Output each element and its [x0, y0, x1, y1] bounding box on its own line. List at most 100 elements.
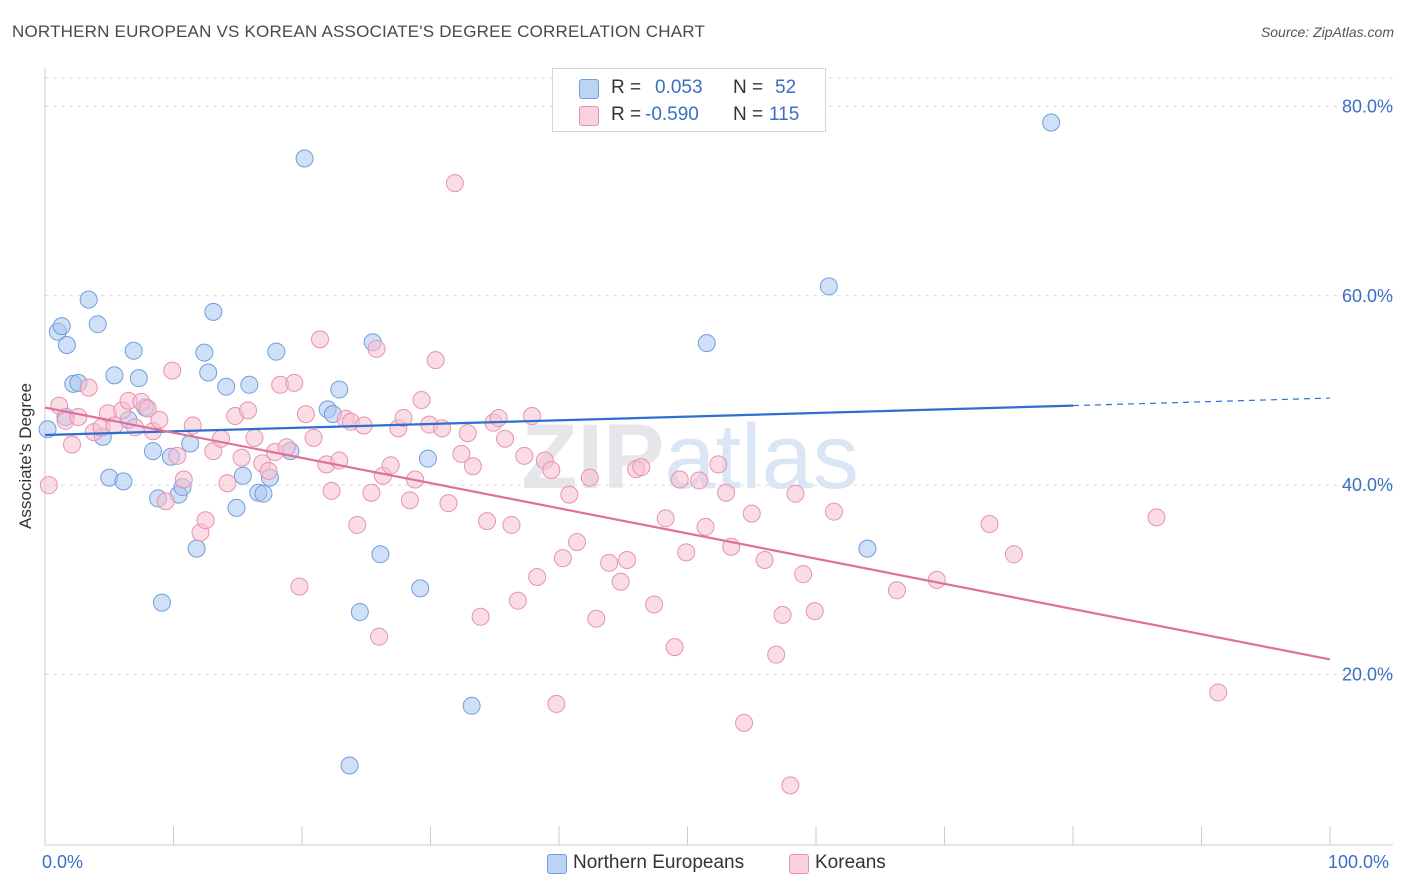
point-northern-europeans: [240, 375, 259, 394]
point-koreans: [400, 491, 419, 510]
trend-line-northern-europeans: [44, 404, 1074, 437]
point-koreans: [709, 455, 728, 474]
point-northern-europeans: [340, 756, 359, 775]
y-tick-label: 80.0%: [1342, 96, 1393, 116]
point-northern-europeans: [143, 442, 162, 461]
correlation-legend: R = 0.053 N = 52 R = -0.590 N = 115: [552, 68, 826, 132]
watermark-atlas: atlas: [664, 406, 858, 508]
point-northern-europeans: [88, 315, 107, 334]
bottom-legend-label: Northern Europeans: [573, 852, 745, 873]
point-northern-europeans: [267, 342, 286, 361]
point-koreans: [690, 471, 709, 490]
point-koreans: [218, 474, 237, 493]
point-koreans: [39, 476, 58, 495]
point-northern-europeans: [411, 579, 430, 598]
point-koreans: [496, 429, 515, 448]
chart-title: NORTHERN EUROPEAN VS KOREAN ASSOCIATE'S …: [12, 22, 706, 41]
y-tick-label: 40.0%: [1342, 475, 1393, 495]
point-koreans: [567, 532, 586, 551]
point-koreans: [508, 591, 527, 610]
point-koreans: [156, 492, 175, 511]
point-koreans: [458, 424, 477, 443]
legend-n-label: N =: [733, 104, 764, 125]
point-koreans: [79, 378, 98, 397]
point-northern-europeans: [52, 317, 71, 336]
point-koreans: [755, 550, 774, 569]
bottom-legend-label: Koreans: [815, 852, 886, 873]
point-koreans: [412, 390, 431, 409]
y-tick-labels: 20.0% 40.0% 60.0% 80.0%: [1342, 96, 1393, 684]
point-northern-europeans: [217, 377, 236, 396]
point-koreans: [232, 448, 251, 467]
point-koreans: [1147, 508, 1166, 527]
point-koreans: [362, 483, 381, 502]
legend-n-value: 115: [769, 104, 800, 125]
point-koreans: [677, 543, 696, 562]
point-koreans: [645, 595, 664, 614]
point-koreans: [290, 577, 309, 596]
point-koreans: [632, 458, 651, 477]
point-northern-europeans: [295, 149, 314, 168]
point-northern-europeans: [371, 545, 390, 564]
point-koreans: [980, 514, 999, 533]
point-koreans: [502, 515, 521, 534]
point-koreans: [618, 550, 637, 569]
point-northern-europeans: [254, 484, 273, 503]
point-koreans: [426, 351, 445, 370]
point-koreans: [367, 339, 386, 358]
y-axis-label: Associate's Degree: [16, 383, 35, 529]
point-koreans: [794, 565, 813, 584]
legend-swatch-blue: [579, 79, 599, 99]
legend-row-koreans: R = -0.590 N = 115: [553, 102, 825, 128]
point-koreans: [245, 428, 264, 447]
point-koreans: [528, 568, 547, 587]
point-koreans: [239, 401, 258, 420]
point-northern-europeans: [350, 603, 369, 622]
point-koreans: [370, 627, 389, 646]
point-koreans: [296, 405, 315, 424]
point-koreans: [285, 373, 304, 392]
point-koreans: [887, 581, 906, 600]
legend-r-label: R =: [611, 104, 642, 125]
point-koreans: [767, 645, 786, 664]
point-northern-europeans: [697, 334, 716, 353]
point-northern-europeans: [38, 420, 57, 439]
point-koreans: [150, 410, 169, 429]
point-koreans: [696, 517, 715, 536]
point-northern-europeans: [57, 336, 76, 355]
point-koreans: [781, 776, 800, 795]
point-koreans: [348, 515, 367, 534]
point-northern-europeans: [233, 466, 252, 485]
point-northern-europeans: [858, 539, 877, 558]
point-northern-europeans: [124, 341, 143, 360]
point-northern-europeans: [418, 449, 437, 468]
point-koreans: [62, 435, 81, 454]
point-koreans: [560, 485, 579, 504]
point-northern-europeans: [204, 302, 223, 321]
point-koreans: [1004, 545, 1023, 564]
point-koreans: [735, 713, 754, 732]
point-koreans: [1209, 683, 1228, 702]
bottom-legend-swatch-blue: [547, 854, 567, 874]
point-northern-europeans: [330, 380, 349, 399]
y-tick-label: 20.0%: [1342, 665, 1393, 685]
point-northern-europeans: [152, 593, 171, 612]
point-koreans: [174, 470, 193, 489]
legend-n-value: 52: [775, 77, 797, 98]
point-northern-europeans: [79, 290, 98, 309]
legend-r-value: -0.590: [645, 104, 699, 125]
point-koreans: [69, 407, 88, 426]
point-koreans: [304, 428, 323, 447]
point-koreans: [471, 607, 490, 626]
point-northern-europeans: [462, 696, 481, 715]
point-koreans: [310, 330, 329, 349]
point-koreans: [439, 494, 458, 513]
point-koreans: [196, 511, 215, 530]
trend-line-northern-europeans-extension: [1072, 397, 1331, 407]
point-koreans: [611, 572, 630, 591]
legend-r-label: R =: [611, 77, 642, 98]
point-northern-europeans: [1042, 113, 1061, 132]
point-koreans: [212, 429, 231, 448]
point-koreans: [168, 446, 187, 465]
point-koreans: [515, 446, 534, 465]
